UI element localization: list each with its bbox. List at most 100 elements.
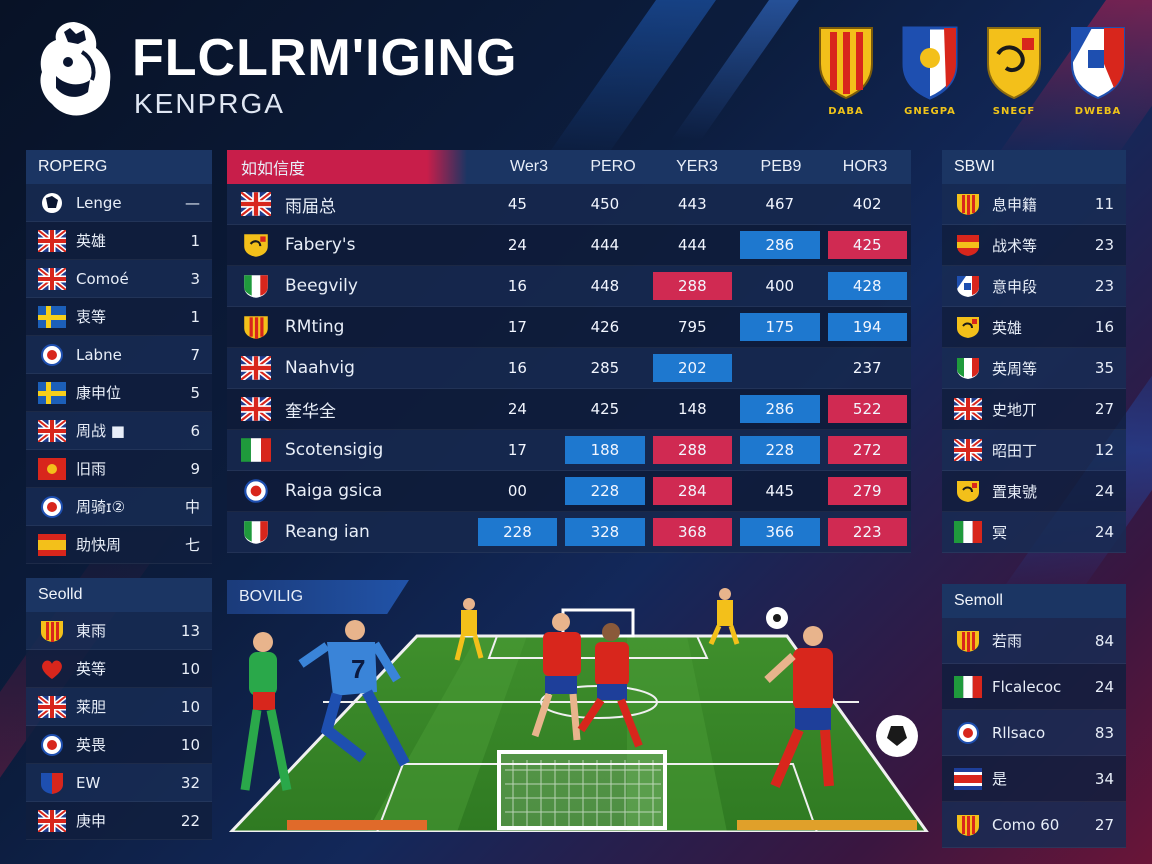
striped-shield-icon: [957, 194, 979, 215]
team-value: 23: [1094, 236, 1114, 254]
list-item[interactable]: 助快周 七: [26, 526, 212, 564]
list-item[interactable]: 旧雨 9: [26, 450, 212, 488]
crest-label: DABA: [828, 106, 864, 117]
spain-flag-icon: [38, 533, 66, 556]
table-row[interactable]: 雨届总 45 450 443 467 402: [227, 184, 911, 225]
list-item[interactable]: Lenge —: [26, 184, 212, 222]
club-crest[interactable]: DABA: [814, 24, 878, 117]
stat-cell: 223: [827, 518, 907, 546]
stat-cell: 288: [652, 272, 733, 300]
panel-title: ROPERG: [26, 150, 212, 184]
list-item[interactable]: Flcalecoc 24: [942, 664, 1126, 710]
team-name: 庚申: [76, 812, 107, 830]
standings-list: 息申籍 11 战术等 23 意申段 23 英雄 16 英周等 35 史地丌 27 昭田丁 12…: [942, 184, 1126, 553]
union-jack-icon: [38, 810, 66, 832]
stat-cell: 522: [827, 395, 907, 423]
list-item[interactable]: 衷等 1: [26, 298, 212, 336]
team-value: 32: [180, 773, 200, 792]
list-item[interactable]: 息申籍 11: [942, 184, 1126, 225]
list-item[interactable]: Comoé 3: [26, 260, 212, 298]
stat-cell: 16: [507, 359, 527, 377]
team-value: 22: [180, 811, 200, 830]
column-header[interactable]: PEB9: [760, 158, 802, 175]
list-item[interactable]: 英雄 16: [942, 307, 1126, 348]
stat-cell: [740, 354, 819, 382]
club-crest[interactable]: DWEBA: [1066, 24, 1130, 117]
crest-label: GNEGPA: [904, 106, 956, 117]
list-item[interactable]: 英等 10: [26, 650, 212, 688]
club-crest[interactable]: SNEGF: [982, 24, 1046, 117]
list-item[interactable]: 意申段 23: [942, 266, 1126, 307]
team-value: 10: [180, 735, 200, 754]
stat-cell: 467: [765, 195, 795, 213]
list-item[interactable]: 英周等 35: [942, 348, 1126, 389]
column-header[interactable]: Wer3: [510, 158, 548, 175]
list-item[interactable]: 置東號 24: [942, 471, 1126, 512]
list-item[interactable]: Como 60 27: [942, 802, 1126, 848]
italy-shield-icon: [244, 275, 268, 298]
list-item[interactable]: Labne 7: [26, 336, 212, 374]
list-item[interactable]: 莱胆 10: [26, 688, 212, 726]
list-item[interactable]: Rllsaco 83: [942, 710, 1126, 756]
list-item[interactable]: 昭田丁 12: [942, 430, 1126, 471]
round-crest-icon: [41, 733, 63, 756]
stat-cell: 272: [827, 436, 907, 464]
club-crest[interactable]: GNEGPA: [898, 24, 962, 117]
table-row[interactable]: Reang ian 228 328 368 366 223: [227, 512, 911, 553]
team-value: 1: [190, 307, 200, 326]
player-yellow-left: [454, 598, 484, 661]
right-scores-panel: Semoll 若雨 84 Flcalecoc 24 Rllsaco 83 是 34 Co…: [942, 584, 1126, 848]
union-jack-icon: [38, 696, 66, 718]
list-item[interactable]: 東雨 13: [26, 612, 212, 650]
italy-shield-icon: [244, 521, 268, 544]
union-jack-icon: [954, 398, 982, 420]
table-row[interactable]: Fabery's 24 444 444 286 425: [227, 225, 911, 266]
player-green: [240, 632, 292, 791]
yellow-shield-icon: [956, 480, 980, 502]
list-item[interactable]: 庚申 22: [26, 802, 212, 840]
list-item[interactable]: 若雨 84: [942, 618, 1126, 664]
list-item[interactable]: EW 32: [26, 764, 212, 802]
list-item[interactable]: 康申位 5: [26, 374, 212, 412]
column-header[interactable]: YER3: [676, 158, 718, 175]
stats-table: 如如信度 Wer3 PERO YER3 PEB9 HOR3 雨届总 45 450 44…: [227, 150, 911, 553]
team-name: Naahvig: [285, 358, 355, 378]
list-item[interactable]: 英雄 1: [26, 222, 212, 260]
list-item[interactable]: 史地丌 27: [942, 389, 1126, 430]
team-name: 英畏: [76, 736, 107, 754]
list-item[interactable]: 是 34: [942, 756, 1126, 802]
scores-list: 若雨 84 Flcalecoc 24 Rllsaco 83 是 34 Como 60 27: [942, 618, 1126, 848]
column-header[interactable]: HOR3: [842, 158, 888, 175]
list-item[interactable]: 周骑ɪ② 中: [26, 488, 212, 526]
app-title: FLCLRM'IGING: [132, 29, 518, 87]
team-name: Reang ian: [285, 522, 370, 542]
list-item[interactable]: 战术等 23: [942, 225, 1126, 266]
table-row[interactable]: Beegvily 16 448 288 400 428: [227, 266, 911, 307]
table-row[interactable]: Raiga gsica 00 228 284 445 279: [227, 471, 911, 512]
match-view[interactable]: 7: [227, 580, 931, 832]
team-name: 衷等: [76, 308, 107, 326]
team-value: 13: [180, 621, 200, 640]
column-header[interactable]: PERO: [590, 158, 636, 175]
stat-cell: 328: [565, 518, 645, 546]
stat-cell: 202: [652, 354, 733, 382]
shield-icon: [41, 772, 63, 794]
table-row[interactable]: 奎华全 24 425 148 286 522: [227, 389, 911, 430]
blue-white-shield-icon: [902, 26, 958, 100]
table-row[interactable]: Scotensigig 17 188 288 228 272: [227, 430, 911, 471]
team-name: 昭田丁: [992, 441, 1038, 460]
list-item[interactable]: 周战 ■ 6: [26, 412, 212, 450]
team-value: 24: [1094, 482, 1114, 500]
team-name: 息申籍: [992, 195, 1038, 214]
table-row[interactable]: Naahvig 16 285 202 237: [227, 348, 911, 389]
list-item[interactable]: 英畏 10: [26, 726, 212, 764]
team-value: 23: [1094, 277, 1114, 295]
team-name: 战术等: [992, 236, 1038, 255]
crest-label: SNEGF: [992, 106, 1036, 117]
table-row[interactable]: RMting 17 426 795 175 194: [227, 307, 911, 348]
team-name: 莱胆: [76, 698, 107, 716]
team-name: 助快周: [76, 536, 122, 554]
stat-cell: 425: [590, 400, 620, 418]
list-item[interactable]: 冥 24: [942, 512, 1126, 553]
team-name: 英周等: [992, 359, 1038, 378]
